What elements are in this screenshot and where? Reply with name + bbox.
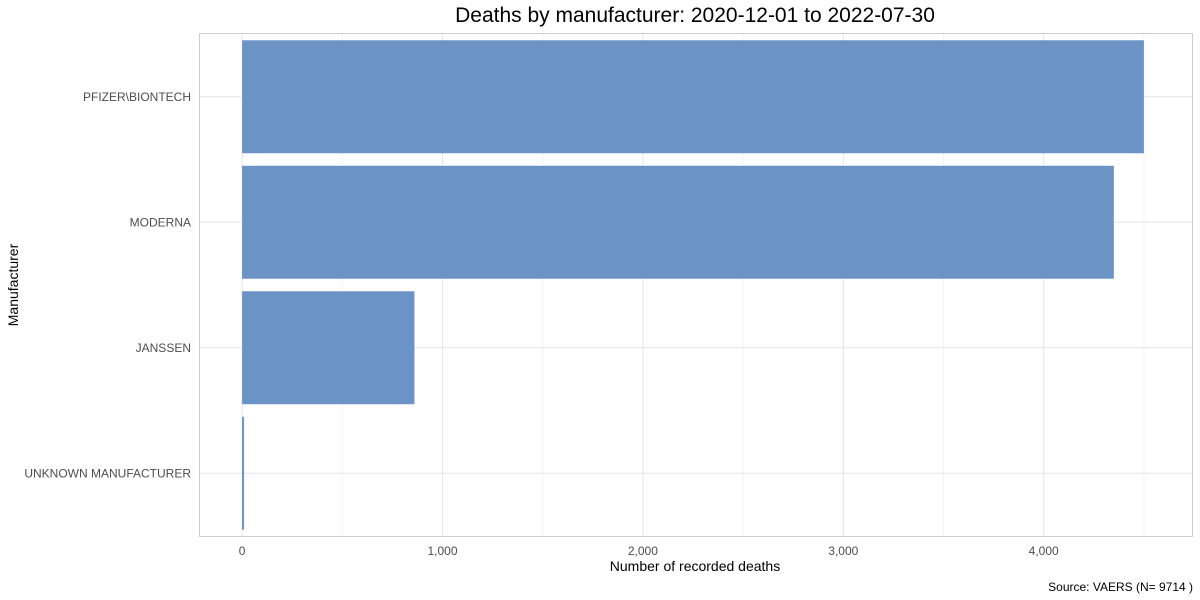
x-axis-tick-labels: 0 1,000 2,000 3,000 4,000 <box>239 544 1059 558</box>
x-tick-label: 1,000 <box>427 544 457 558</box>
bar <box>242 40 1144 154</box>
y-tick-label: MODERNA <box>130 215 191 229</box>
panel-border <box>199 33 1193 537</box>
x-tick-label: 0 <box>239 544 246 558</box>
x-tick-label: 2,000 <box>628 544 658 558</box>
bar <box>242 165 1114 279</box>
y-axis-title: Manufacturer <box>5 243 21 326</box>
y-tick-label: PFIZER\BIONTECH <box>83 90 191 104</box>
bar <box>242 291 415 405</box>
source-caption: Source: VAERS (N= 9714 ) <box>1048 580 1193 594</box>
y-tick-label: JANSSEN <box>136 341 191 355</box>
bar <box>242 416 245 530</box>
x-tick-label: 3,000 <box>828 544 858 558</box>
y-tick-label: UNKNOWN MANUFACTURER <box>24 466 191 480</box>
chart-title: Deaths by manufacturer: 2020-12-01 to 20… <box>455 4 935 27</box>
x-axis-title: Number of recorded deaths <box>610 558 780 574</box>
x-tick-label: 4,000 <box>1029 544 1059 558</box>
bar-layer <box>242 40 1144 530</box>
y-axis-tick-labels: PFIZER\BIONTECH MODERNA JANSSEN UNKNOWN MAN… <box>24 90 191 481</box>
